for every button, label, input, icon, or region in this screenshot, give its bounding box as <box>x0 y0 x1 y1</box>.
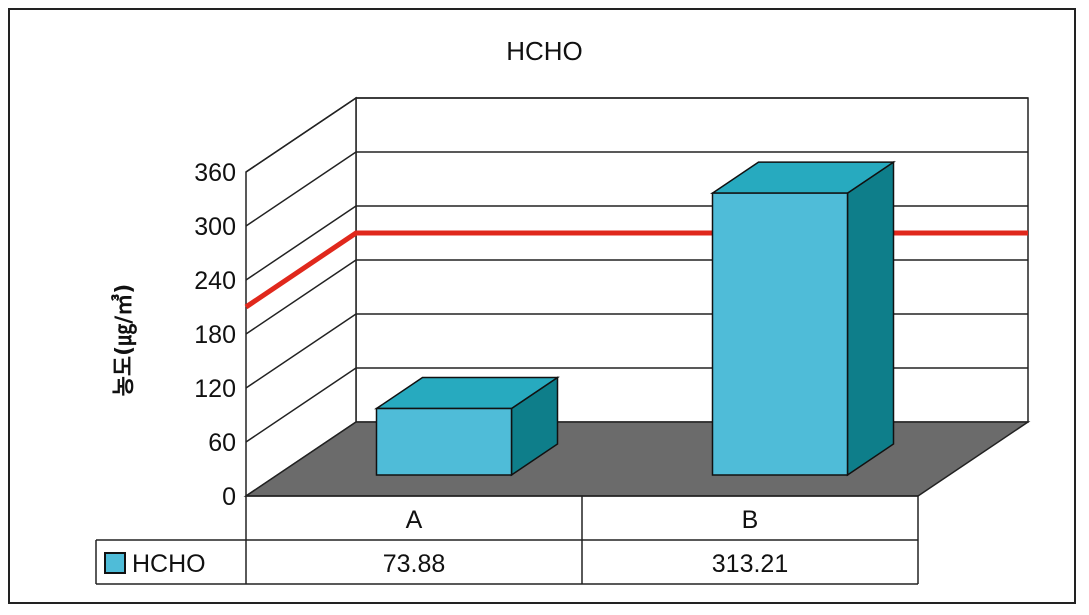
bar-A <box>375 407 513 476</box>
y-tick-label: 180 <box>194 321 236 349</box>
y-tick-label: 240 <box>194 267 236 295</box>
y-tick-label: 60 <box>208 429 236 457</box>
y-tick-label: 0 <box>222 483 236 511</box>
gridline <box>245 97 1028 173</box>
x-category-label: A <box>405 506 423 534</box>
bar-side-B <box>846 160 895 477</box>
legend-swatch <box>104 552 126 574</box>
gridline <box>245 151 1028 227</box>
y-tick-label: 360 <box>194 159 236 187</box>
chart-title: HCHO <box>506 36 583 66</box>
data-value-label: 313.21 <box>711 550 789 578</box>
legend-entry: HCHO <box>104 546 206 582</box>
legend-label: HCHO <box>132 550 206 578</box>
x-category-label: B <box>741 506 759 534</box>
y-tick-label: 300 <box>194 213 236 241</box>
bar-B <box>711 192 849 476</box>
y-tick-label: 120 <box>194 375 236 403</box>
data-value-label: 73.88 <box>382 550 446 578</box>
chart-floor <box>243 421 1031 497</box>
